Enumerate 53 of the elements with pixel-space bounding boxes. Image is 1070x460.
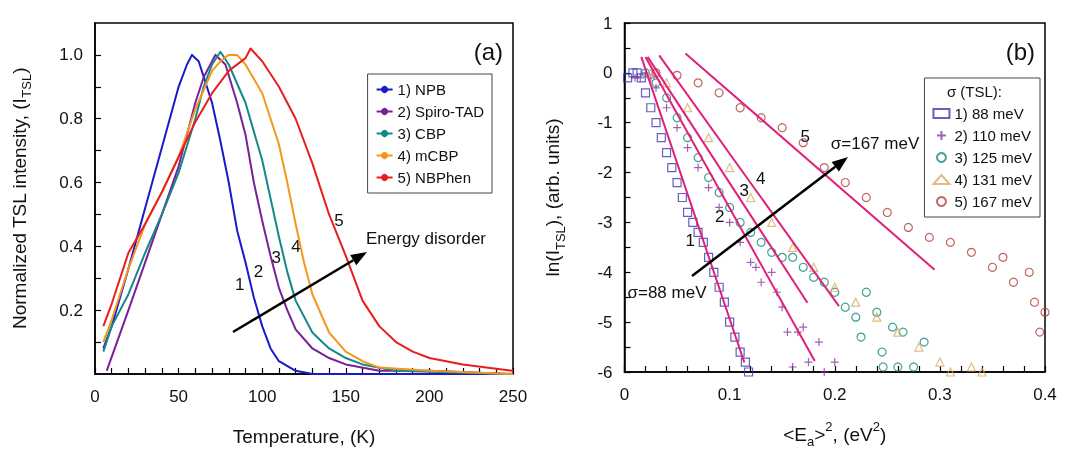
annotation: 2	[253, 262, 264, 282]
x-tick-label: 0	[90, 387, 100, 406]
x-axis-title: Temperature, (K)	[232, 425, 376, 447]
annotation: 2	[714, 206, 725, 226]
annotation: 1	[235, 274, 245, 294]
x-tick-label: 0.3	[928, 385, 952, 404]
y-tick-label: -2	[597, 163, 613, 183]
annotation: Energy disorder	[366, 228, 487, 248]
annotation: (a)	[473, 37, 504, 65]
legend-label: 3) 125 meV	[954, 149, 1033, 166]
legend-label: 5) NBPhen	[397, 169, 471, 186]
legend-label: 2) 110 meV	[954, 127, 1031, 144]
x-tick-label: 0.1	[717, 385, 742, 404]
y-tick-label: 0.8	[59, 109, 83, 129]
legend-label: 4) mCBP	[397, 147, 459, 164]
x-tick-label: 0	[619, 385, 630, 404]
annotation: 5	[800, 127, 810, 147]
x-tick-label: 0.4	[1033, 385, 1057, 404]
y-tick-label: -4	[597, 262, 613, 282]
legend-label: 1) 88 meV	[954, 105, 1024, 122]
y-tick-label: -6	[597, 362, 613, 382]
legend-label: 4) 131 meV	[954, 171, 1033, 188]
y-tick-label: -5	[597, 312, 613, 332]
y-tick-label: -1	[597, 113, 613, 133]
x-tick-label: 0.2	[822, 385, 847, 404]
y-tick-label: 1	[603, 13, 613, 33]
y-tick-label: 0.2	[59, 300, 83, 320]
annotation: 1	[685, 230, 696, 250]
annotation: 3	[739, 181, 749, 201]
y-tick-label: 1.0	[59, 45, 83, 65]
annotation: σ=88 meV	[627, 282, 708, 302]
x-tick-label: 200	[415, 387, 444, 406]
legend-label: 5) 167 meV	[954, 193, 1033, 210]
y-axis-title: Normalized TSL intensity, (ITSL)	[8, 67, 34, 330]
legend-label: 2) Spiro-TAD	[397, 103, 485, 120]
y-tick-label: 0.4	[59, 236, 83, 256]
y-tick-label: 0.6	[59, 173, 83, 193]
annotation: (b)	[1005, 37, 1036, 65]
y-axis-title: ln(ITSL), (arb. units)	[542, 118, 568, 277]
annotation: 4	[755, 169, 766, 188]
legend-label: 3) CBP	[397, 125, 446, 142]
x-tick-label: 50	[169, 387, 189, 406]
y-tick-label: 0	[603, 63, 613, 83]
legend-label: 1) NPB	[397, 81, 446, 98]
y-tick-label: -3	[597, 212, 613, 232]
annotation: 4	[291, 236, 301, 256]
x-tick-label: 250	[498, 387, 528, 406]
x-tick-label: 150	[331, 387, 360, 406]
x-tick-label: 100	[248, 387, 277, 406]
annotation: 5	[334, 210, 344, 230]
legend-title: σ (TSL):	[946, 83, 1002, 100]
annotation: σ=167 meV	[830, 133, 920, 153]
annotation: 3	[271, 248, 282, 268]
